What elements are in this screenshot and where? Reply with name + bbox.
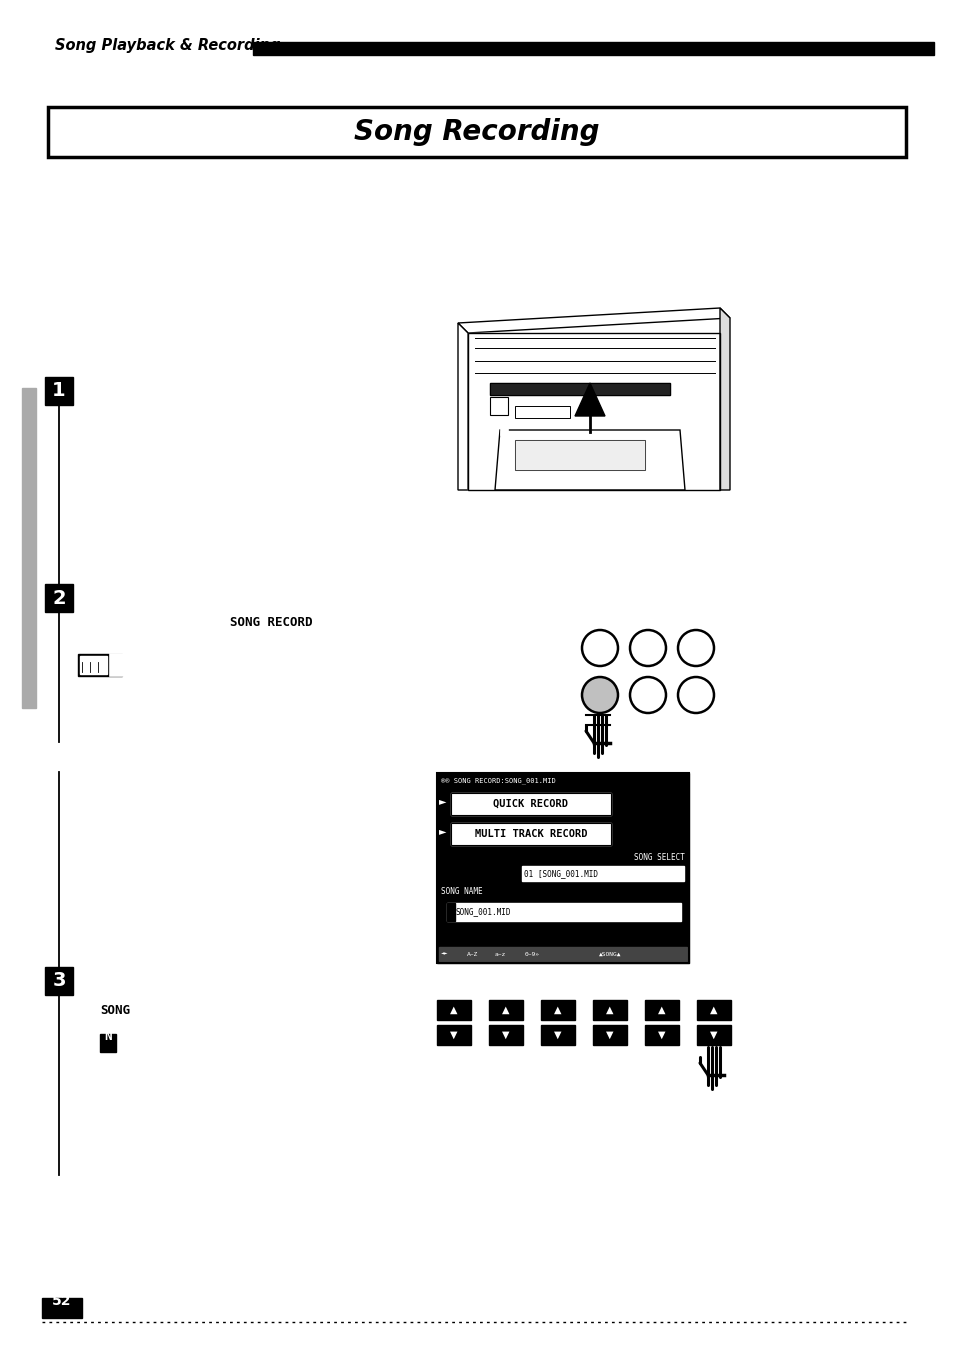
Bar xyxy=(451,793,610,815)
Bar xyxy=(436,773,688,963)
Bar xyxy=(48,107,905,157)
Text: ▼: ▼ xyxy=(554,1029,561,1040)
Bar xyxy=(436,1000,471,1020)
Bar xyxy=(540,1000,575,1020)
Text: N: N xyxy=(104,1029,112,1043)
Bar xyxy=(593,1000,626,1020)
Text: SONG NAME: SONG NAME xyxy=(440,886,482,896)
Text: SONG: SONG xyxy=(100,1004,130,1017)
Text: 3: 3 xyxy=(52,971,66,990)
Bar xyxy=(22,388,36,708)
Text: ▲: ▲ xyxy=(658,1005,665,1015)
Bar xyxy=(490,382,669,394)
Text: 52: 52 xyxy=(52,1294,71,1308)
Bar xyxy=(489,1025,522,1046)
Bar xyxy=(515,440,644,470)
Bar xyxy=(540,1025,575,1046)
Text: 0~9»: 0~9» xyxy=(524,951,539,957)
Bar xyxy=(436,773,688,963)
Bar xyxy=(490,382,669,394)
Text: A~Z: A~Z xyxy=(467,951,477,957)
Text: ▲: ▲ xyxy=(709,1005,717,1015)
Bar xyxy=(100,1034,116,1052)
Polygon shape xyxy=(457,323,468,490)
Text: ▼: ▼ xyxy=(450,1029,457,1040)
Bar xyxy=(697,1025,730,1046)
Bar xyxy=(451,793,610,815)
Bar xyxy=(451,823,610,844)
Text: ▲: ▲ xyxy=(605,1005,613,1015)
Polygon shape xyxy=(720,308,729,490)
Polygon shape xyxy=(457,308,729,332)
Bar xyxy=(447,902,680,921)
Bar xyxy=(78,654,122,676)
Bar xyxy=(42,1298,82,1319)
Text: QUICK RECORD: QUICK RECORD xyxy=(493,798,568,809)
Text: ▲: ▲ xyxy=(554,1005,561,1015)
Bar xyxy=(253,42,933,55)
Text: ▲: ▲ xyxy=(450,1005,457,1015)
Bar xyxy=(593,1025,626,1046)
Bar xyxy=(490,397,507,415)
Text: MULTI TRACK RECORD: MULTI TRACK RECORD xyxy=(475,830,587,839)
Text: ▼: ▼ xyxy=(709,1029,717,1040)
Text: 1: 1 xyxy=(52,381,66,400)
Polygon shape xyxy=(495,430,684,490)
Bar xyxy=(644,1000,679,1020)
Bar xyxy=(45,377,73,405)
Text: SONG_001.MID: SONG_001.MID xyxy=(456,908,511,916)
Circle shape xyxy=(581,677,618,713)
Bar xyxy=(436,1025,471,1046)
Text: ►: ► xyxy=(438,796,446,807)
Text: ®® SONG RECORD:SONG_001.MID: ®® SONG RECORD:SONG_001.MID xyxy=(440,778,556,785)
Text: a~z: a~z xyxy=(495,951,506,957)
Text: ▲SONG▲: ▲SONG▲ xyxy=(598,951,620,957)
Bar xyxy=(468,332,720,490)
Bar xyxy=(515,440,644,470)
Bar xyxy=(451,823,610,844)
Bar xyxy=(644,1025,679,1046)
Bar xyxy=(521,866,683,881)
Bar xyxy=(45,967,73,994)
Text: SONG SELECT: SONG SELECT xyxy=(634,854,684,862)
Bar xyxy=(438,947,686,961)
Text: ▼: ▼ xyxy=(501,1029,509,1040)
Polygon shape xyxy=(575,382,604,416)
Bar xyxy=(447,902,455,921)
Text: 2: 2 xyxy=(52,589,66,608)
Text: ▼: ▼ xyxy=(605,1029,613,1040)
Text: ◄►: ◄► xyxy=(440,951,448,957)
Bar xyxy=(499,427,507,435)
Bar xyxy=(515,407,569,417)
Text: SONG RECORD: SONG RECORD xyxy=(230,616,313,630)
Text: ►: ► xyxy=(438,825,446,836)
Text: 01 [SONG_001.MID: 01 [SONG_001.MID xyxy=(523,870,598,878)
Bar xyxy=(110,654,136,676)
Text: ▼: ▼ xyxy=(658,1029,665,1040)
Bar xyxy=(45,584,73,612)
Bar xyxy=(80,657,107,674)
Bar xyxy=(468,332,720,490)
Text: Song Playback & Recording: Song Playback & Recording xyxy=(55,38,280,53)
Bar xyxy=(489,1000,522,1020)
Text: Song Recording: Song Recording xyxy=(354,118,599,146)
Bar xyxy=(697,1000,730,1020)
Text: ▲: ▲ xyxy=(501,1005,509,1015)
